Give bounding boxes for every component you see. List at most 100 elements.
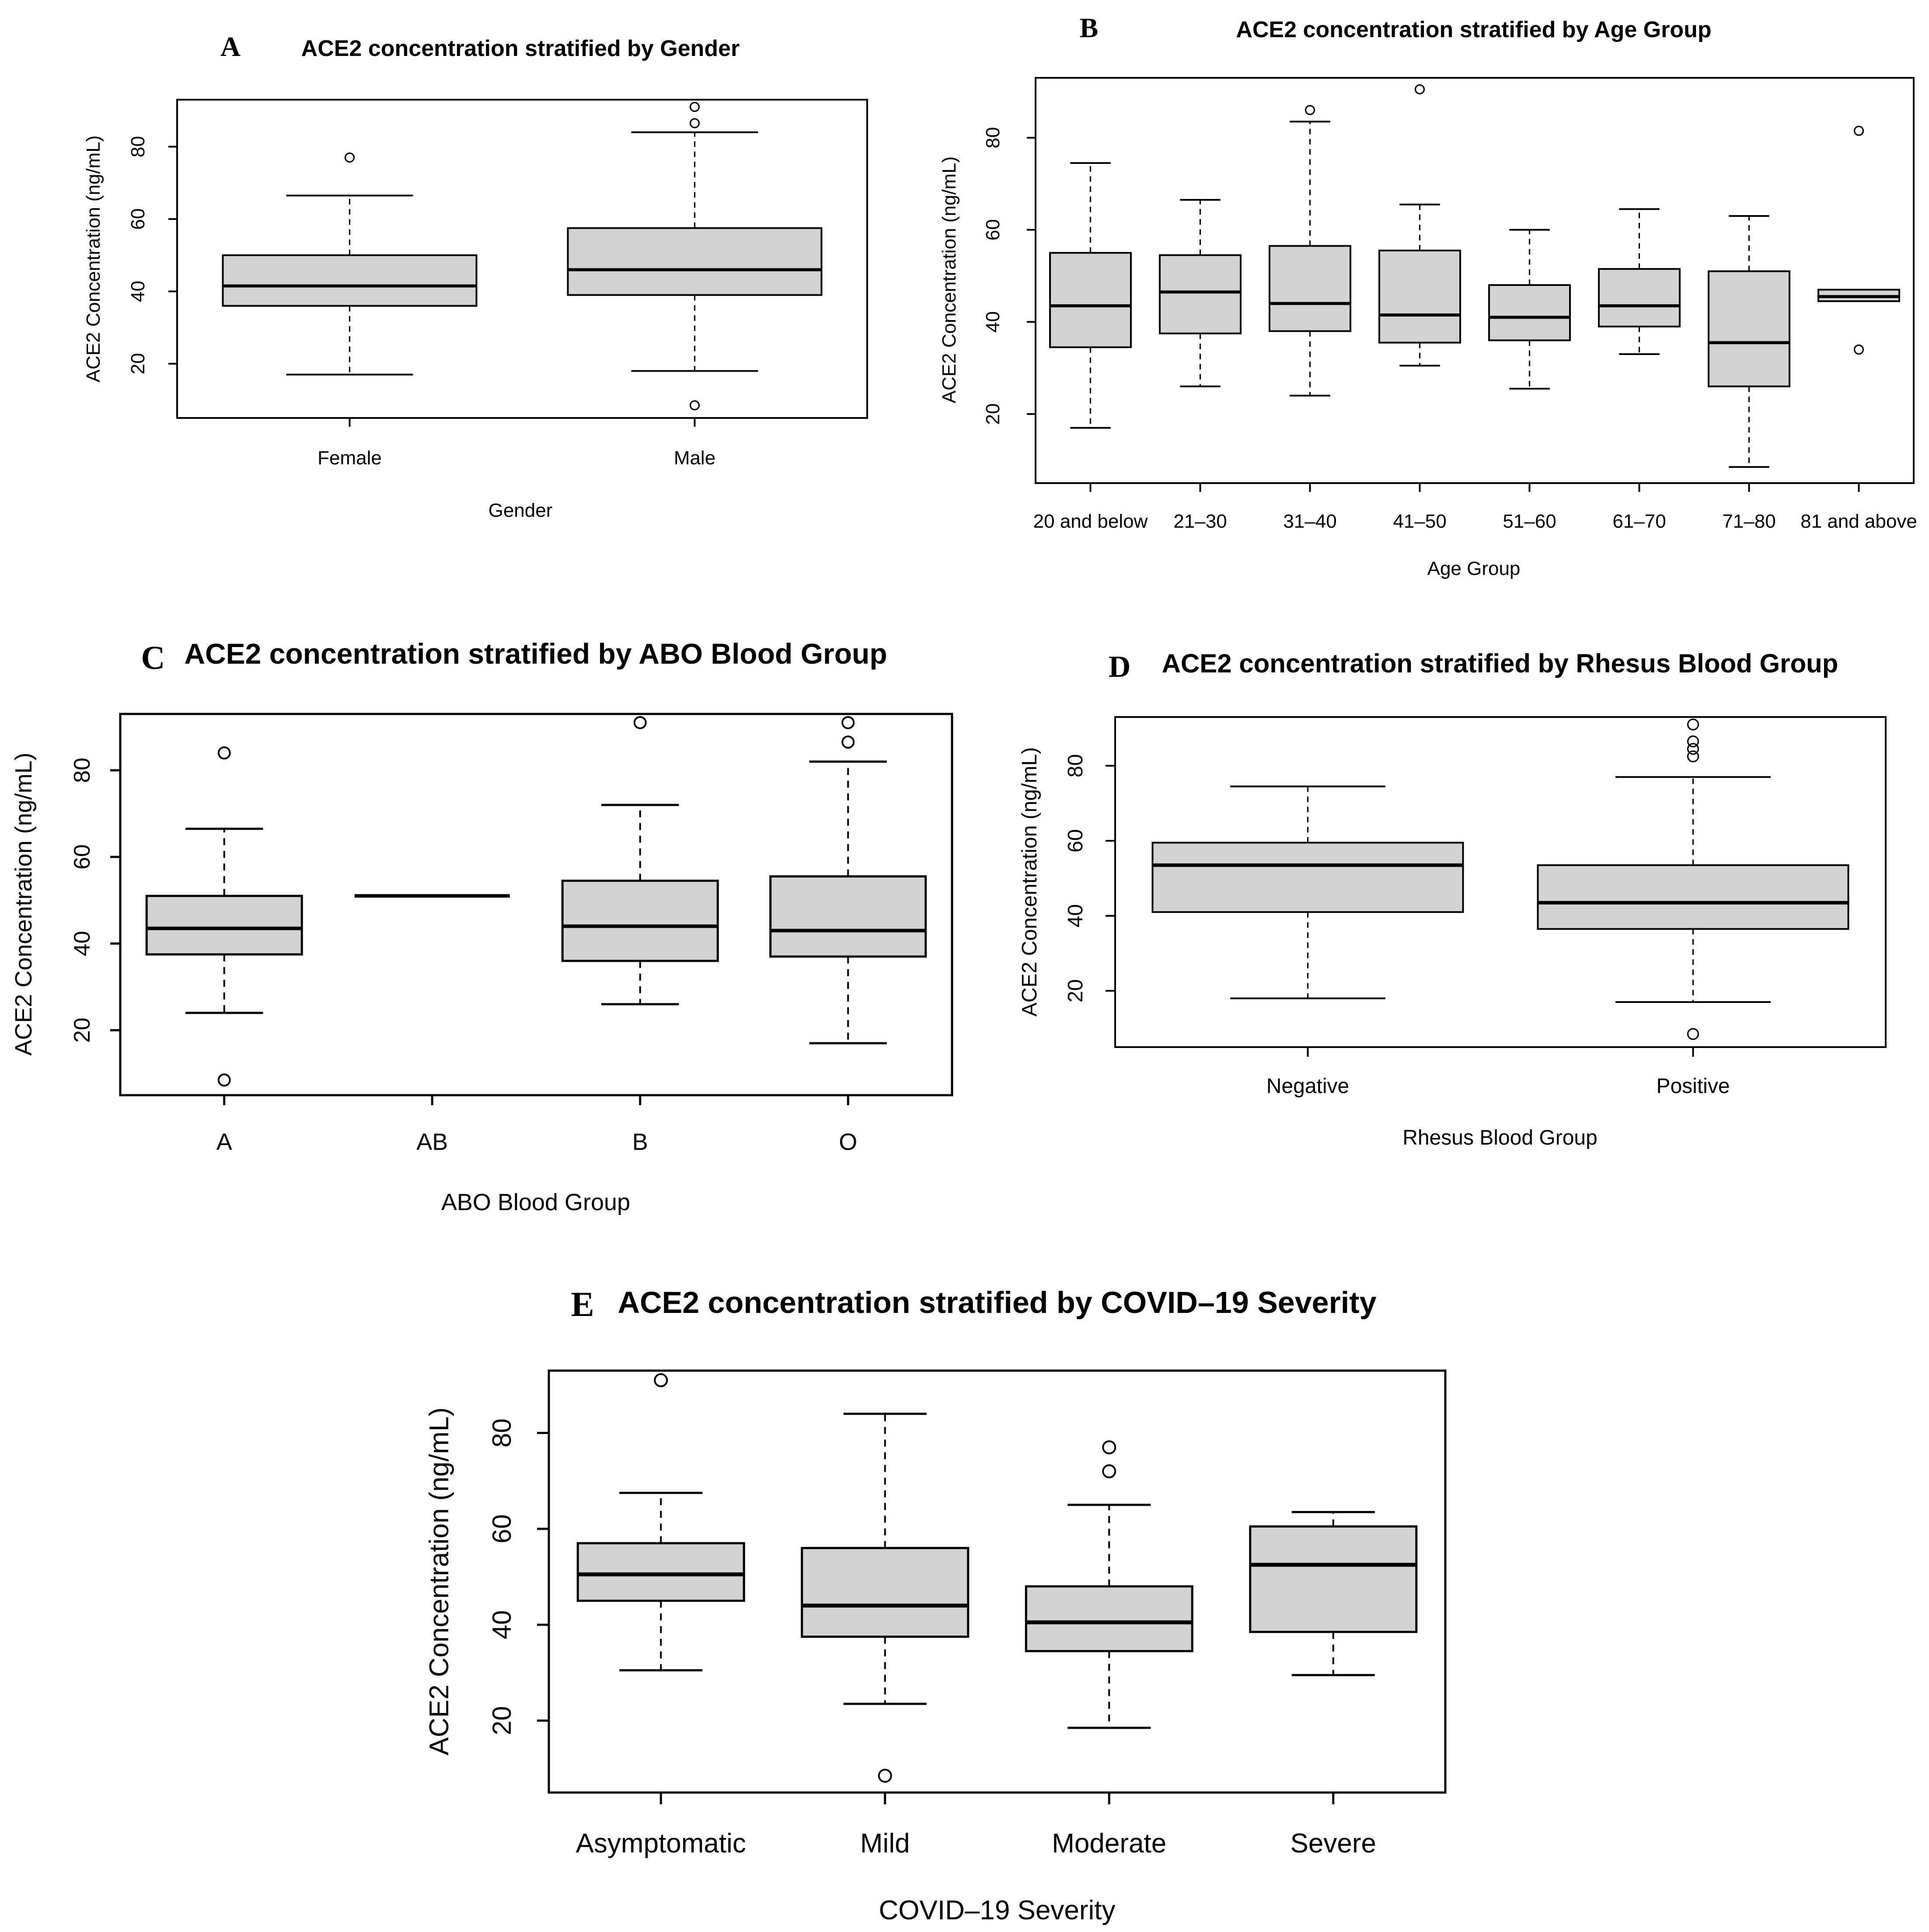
outlier-point <box>1687 718 1699 731</box>
x-axis-label: ABO Blood Group <box>441 1189 630 1215</box>
x-tick-label: Severe <box>1291 1828 1376 1859</box>
x-tick-label: Moderate <box>1052 1828 1166 1859</box>
panel-letter: A <box>220 31 241 62</box>
y-tick-label: 40 <box>127 281 149 302</box>
plot-frame <box>548 1369 1447 1794</box>
box-20-and-below <box>1049 162 1132 429</box>
panel-letter: B <box>1080 12 1099 43</box>
y-axis-label: ACE2 Concentration (ng/mL) <box>1018 747 1041 1016</box>
y-tick-label: 40 <box>982 311 1004 333</box>
x-tick-label: Asymptomatic <box>576 1828 746 1859</box>
y-axis-label: ACE2 Concentration (ng/mL) <box>938 157 960 404</box>
panel-letter: C <box>141 640 165 676</box>
iqr-box <box>1025 1585 1193 1653</box>
y-axis-label: ACE2 Concentration (ng/mL) <box>10 752 37 1055</box>
plot-frame <box>176 99 868 419</box>
y-axis-label: ACE2 Concentration (ng/mL) <box>83 136 104 383</box>
y-tick-label: 20 <box>70 1017 95 1043</box>
iqr-box <box>1537 864 1849 930</box>
box-71-80 <box>1708 215 1790 468</box>
panel-a: A ACE2 concentration stratified by Gender… <box>83 31 868 521</box>
y-tick-label: 20 <box>127 353 149 374</box>
box-41-50 <box>1378 84 1461 367</box>
box-81-and-above <box>1817 125 1900 355</box>
box-female <box>222 152 478 376</box>
y-tick-label: 80 <box>487 1418 516 1448</box>
x-tick-label: 61–70 <box>1612 511 1666 532</box>
box-negative <box>1151 785 1464 999</box>
outlier-point <box>1102 1440 1116 1455</box>
box-o <box>769 716 927 1044</box>
outlier-point <box>633 716 647 729</box>
x-tick-label: 31–40 <box>1283 511 1336 532</box>
outlier-point <box>344 152 355 163</box>
chart-title: ACE2 concentration stratified by ABO Blo… <box>184 637 887 670</box>
outlier-point <box>1102 1464 1116 1479</box>
outlier-point <box>217 1073 231 1087</box>
x-tick-label: B <box>632 1129 648 1155</box>
iqr-box <box>567 227 823 296</box>
box-a <box>145 746 303 1087</box>
y-tick-label: 20 <box>1064 979 1087 1003</box>
iqr-box <box>145 895 303 956</box>
y-tick-label: 40 <box>487 1610 516 1640</box>
x-axis-label: Rhesus Blood Group <box>1402 1126 1598 1149</box>
x-tick-label: Male <box>674 447 715 469</box>
outlier-point <box>1687 1028 1699 1040</box>
box-male <box>567 101 823 411</box>
x-tick-label: Female <box>317 447 382 469</box>
outlier-point <box>689 101 700 112</box>
iqr-box <box>1269 245 1351 332</box>
y-tick-label: 60 <box>70 844 95 870</box>
outlier-point <box>689 400 700 411</box>
outlier-point <box>878 1768 892 1783</box>
x-tick-label: 51–60 <box>1503 511 1556 532</box>
plot-frame <box>1114 716 1887 1048</box>
box-61-70 <box>1598 208 1681 355</box>
iqr-box <box>801 1547 970 1638</box>
x-tick-label: O <box>839 1129 857 1155</box>
panel-b: B ACE2 concentration stratified by Age Gr… <box>938 12 1917 579</box>
x-tick-label: A <box>216 1129 232 1155</box>
outlier-point <box>1853 344 1864 355</box>
chart-title: ACE2 concentration stratified by Age Gro… <box>1236 17 1711 42</box>
panel-d: D ACE2 concentration stratified by Rhesus… <box>1018 649 1887 1149</box>
outlier-point <box>1687 750 1699 762</box>
iqr-box <box>1249 1525 1418 1633</box>
iqr-box <box>769 875 927 958</box>
x-tick-label: Mild <box>860 1828 910 1859</box>
y-tick-label: 80 <box>70 758 95 783</box>
iqr-box <box>1598 268 1681 327</box>
iqr-box <box>1488 284 1571 341</box>
outlier-point <box>1414 84 1425 94</box>
outlier-point <box>217 746 231 760</box>
box-b <box>561 716 719 1006</box>
box-severe <box>1249 1511 1418 1676</box>
x-tick-label: 21–30 <box>1173 511 1227 532</box>
chart-title: ACE2 concentration stratified by COVID–1… <box>618 1285 1377 1319</box>
outlier-point <box>1853 125 1864 136</box>
y-tick-label: 40 <box>70 931 95 956</box>
x-axis-label: COVID–19 Severity <box>879 1895 1116 1925</box>
iqr-box <box>1708 270 1790 387</box>
box-51-60 <box>1488 229 1571 390</box>
x-tick-label: 41–50 <box>1393 511 1446 532</box>
x-tick-label: 20 and below <box>1033 511 1148 532</box>
y-tick-label: 60 <box>487 1514 516 1544</box>
x-tick-label: 81 and above <box>1800 511 1917 532</box>
y-tick-label: 60 <box>127 209 149 230</box>
outlier-point <box>689 118 700 129</box>
iqr-box <box>1159 254 1242 334</box>
box-21-30 <box>1159 199 1242 387</box>
y-tick-label: 60 <box>982 219 1004 240</box>
x-axis-label: Age Group <box>1427 558 1521 579</box>
panel-c: C ACE2 concentration stratified by ABO Bl… <box>10 637 953 1215</box>
x-tick-label: Negative <box>1266 1075 1349 1098</box>
outlier-point <box>1687 743 1699 755</box>
panel-letter: D <box>1109 650 1131 684</box>
x-axis-label: Gender <box>488 500 553 521</box>
outlier-point <box>1687 735 1699 748</box>
panel-letter: E <box>571 1285 594 1324</box>
box-31-40 <box>1269 105 1351 397</box>
